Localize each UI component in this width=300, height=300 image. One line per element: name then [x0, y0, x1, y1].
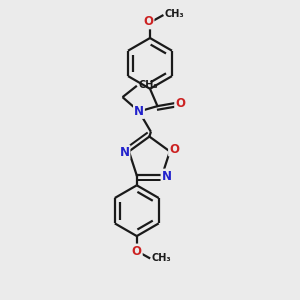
Text: CH₃: CH₃	[165, 9, 184, 20]
Text: O: O	[175, 97, 185, 110]
Text: N: N	[161, 169, 172, 183]
Text: CH₃: CH₃	[152, 254, 171, 263]
Text: N: N	[134, 105, 144, 118]
Text: O: O	[169, 142, 179, 155]
Text: O: O	[143, 15, 154, 28]
Text: N: N	[119, 146, 130, 158]
Text: CH₃: CH₃	[138, 80, 158, 90]
Text: O: O	[132, 244, 142, 257]
